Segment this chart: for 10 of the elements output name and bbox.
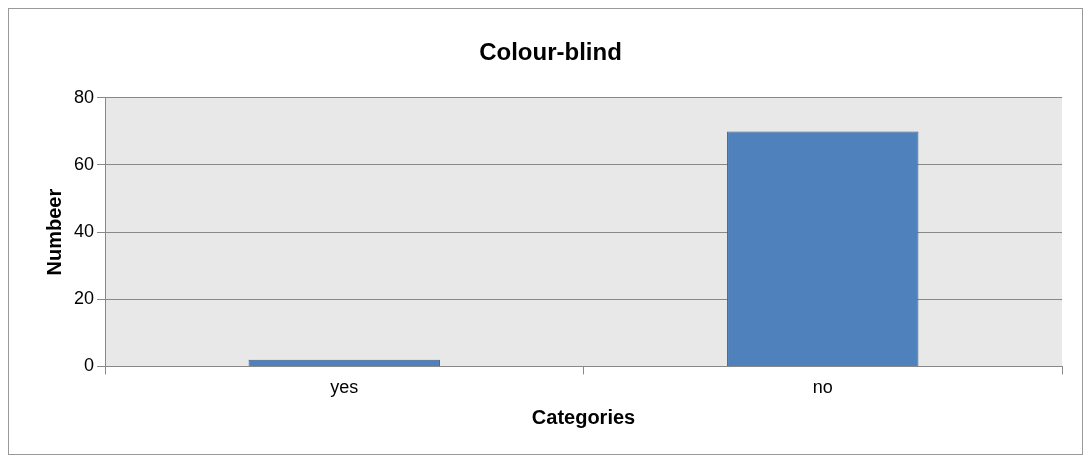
x-axis-title: Categories	[531, 405, 636, 428]
y-tick-label: 0	[84, 355, 95, 376]
y-tick-label: 80	[73, 86, 95, 107]
y-tick-label: 20	[73, 288, 95, 309]
x-tick-label: yes	[330, 377, 359, 398]
x-tick-label: no	[812, 377, 833, 398]
chart-title: Colour-blind	[479, 38, 622, 66]
y-axis-title: Numbeer	[42, 188, 65, 276]
y-tick-label: 40	[73, 221, 95, 242]
y-tick-label: 60	[73, 153, 95, 174]
